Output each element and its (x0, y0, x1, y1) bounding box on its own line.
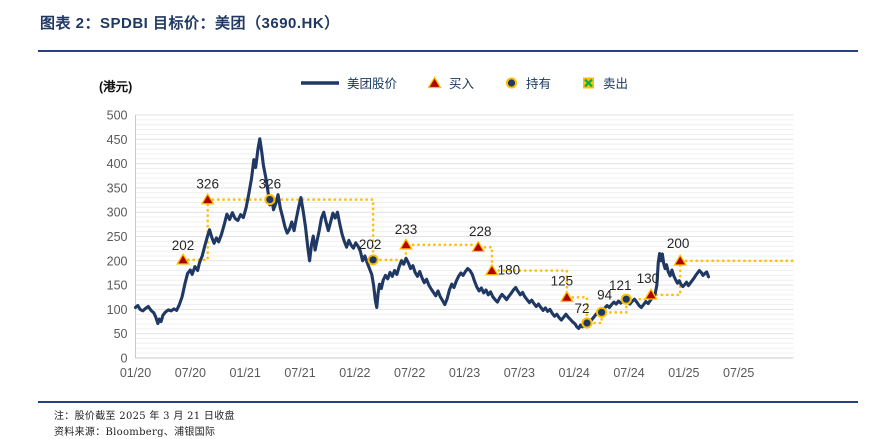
hold-marker (264, 193, 276, 206)
hold-marker (620, 293, 632, 305)
x-axis-labels: 01/20 07/20 01/21 07/21 01/22 07/22 01/23 07/23… (120, 366, 754, 380)
y-axis-unit-label: (港元) (99, 80, 133, 94)
legend-label: 卖出 (603, 77, 629, 91)
target-price-label: 228 (469, 224, 492, 239)
legend-item-line: 美团股价 (300, 73, 397, 92)
legend-label: 美团股价 (346, 77, 397, 91)
y-tick-label: 150 (107, 279, 128, 293)
buy-marker (673, 253, 688, 266)
sell-x-icon (583, 77, 595, 88)
target-price-label: 233 (395, 222, 418, 237)
price-target-chart: 0 50 100 150 200 250 300 350 400 450 500 01/20 07/20… (107, 109, 795, 380)
buy-marker (399, 237, 413, 250)
chart-divider (38, 401, 858, 403)
x-tick-label: 07/24 (613, 366, 644, 380)
legend-item-sell: 卖出 (581, 73, 628, 92)
price-line-swatch-icon (300, 80, 339, 85)
buy-marker (643, 287, 658, 300)
x-tick-label: 07/20 (175, 366, 206, 380)
x-tick-label: 07/25 (723, 366, 754, 380)
x-tick-label: 01/20 (120, 366, 151, 380)
legend-label: 持有 (526, 77, 552, 91)
x-tick-label: 01/23 (449, 366, 480, 380)
x-tick-label: 01/24 (559, 366, 590, 380)
y-tick-label: 450 (107, 133, 128, 147)
target-price-label: 130 (637, 271, 660, 286)
y-tick-label: 200 (107, 254, 128, 268)
title-divider (38, 50, 858, 52)
hold-marker (595, 306, 608, 318)
target-price-label: 125 (551, 273, 574, 288)
legend-item-buy: 买入 (427, 73, 474, 92)
target-price-label: 180 (498, 263, 521, 278)
hold-marker (367, 254, 379, 266)
hold-marker (581, 317, 593, 329)
y-tick-label: 0 (121, 352, 128, 366)
buy-triangle-icon (427, 75, 442, 88)
y-axis-labels: 0 50 100 150 200 250 300 350 400 450 500 (107, 109, 128, 366)
buy-marker (484, 263, 499, 276)
hold-circle-icon (505, 76, 518, 89)
target-price-label: 121 (609, 278, 632, 293)
gridlines (135, 114, 794, 359)
footnote-source: 资料来源：Bloomberg、浦银国际 (54, 427, 216, 438)
legend-item-hold: 持有 (504, 73, 551, 92)
y-tick-label: 50 (114, 327, 128, 341)
target-price-label: 326 (196, 177, 219, 192)
y-tick-label: 100 (107, 303, 128, 317)
x-tick-label: 01/22 (339, 366, 370, 380)
figure-title: 图表 2：SPDBI 目标价：美团（3690.HK） (40, 15, 340, 32)
target-price-label: 200 (667, 236, 690, 251)
target-price-label: 202 (359, 237, 382, 252)
buy-marker (559, 290, 574, 303)
chart-legend: 美团股价 买入 持有 卖出 (135, 73, 793, 92)
legend-label: 买入 (448, 77, 474, 91)
x-tick-label: 01/21 (230, 366, 261, 380)
target-price-label: 202 (172, 238, 195, 253)
x-tick-label: 07/23 (504, 366, 535, 380)
y-tick-label: 300 (107, 206, 128, 220)
footnote-price-date: 注：股价截至 2025 年 3 月 21 日收盘 (54, 411, 235, 422)
buy-marker (200, 192, 215, 205)
target-price-label: 326 (259, 177, 282, 192)
target-price-label: 94 (597, 287, 613, 302)
y-tick-label: 500 (107, 109, 128, 123)
y-tick-label: 250 (107, 230, 128, 244)
x-tick-label: 01/25 (668, 366, 699, 380)
buy-marker (471, 240, 486, 253)
target-price-label: 72 (574, 301, 589, 316)
x-tick-label: 07/21 (284, 366, 315, 380)
buy-marker (176, 252, 190, 265)
y-tick-label: 400 (107, 157, 128, 171)
y-tick-label: 350 (107, 181, 128, 195)
x-tick-label: 07/22 (394, 366, 425, 380)
